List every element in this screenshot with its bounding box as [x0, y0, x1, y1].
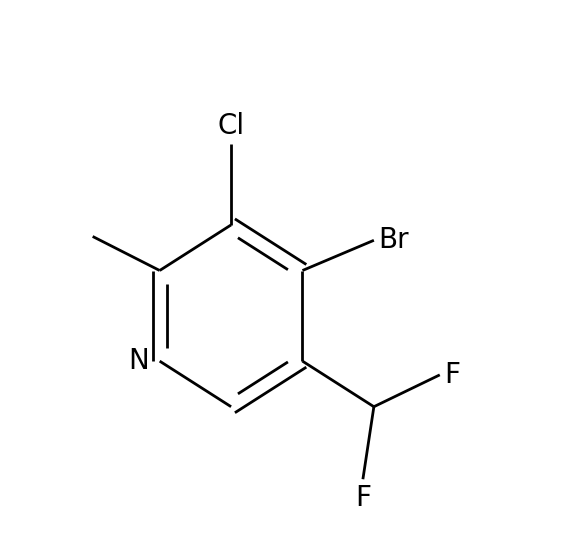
Text: F: F: [355, 484, 371, 512]
Text: Cl: Cl: [217, 112, 245, 140]
Text: N: N: [128, 347, 149, 375]
Text: F: F: [444, 361, 460, 389]
Text: Br: Br: [378, 226, 409, 254]
